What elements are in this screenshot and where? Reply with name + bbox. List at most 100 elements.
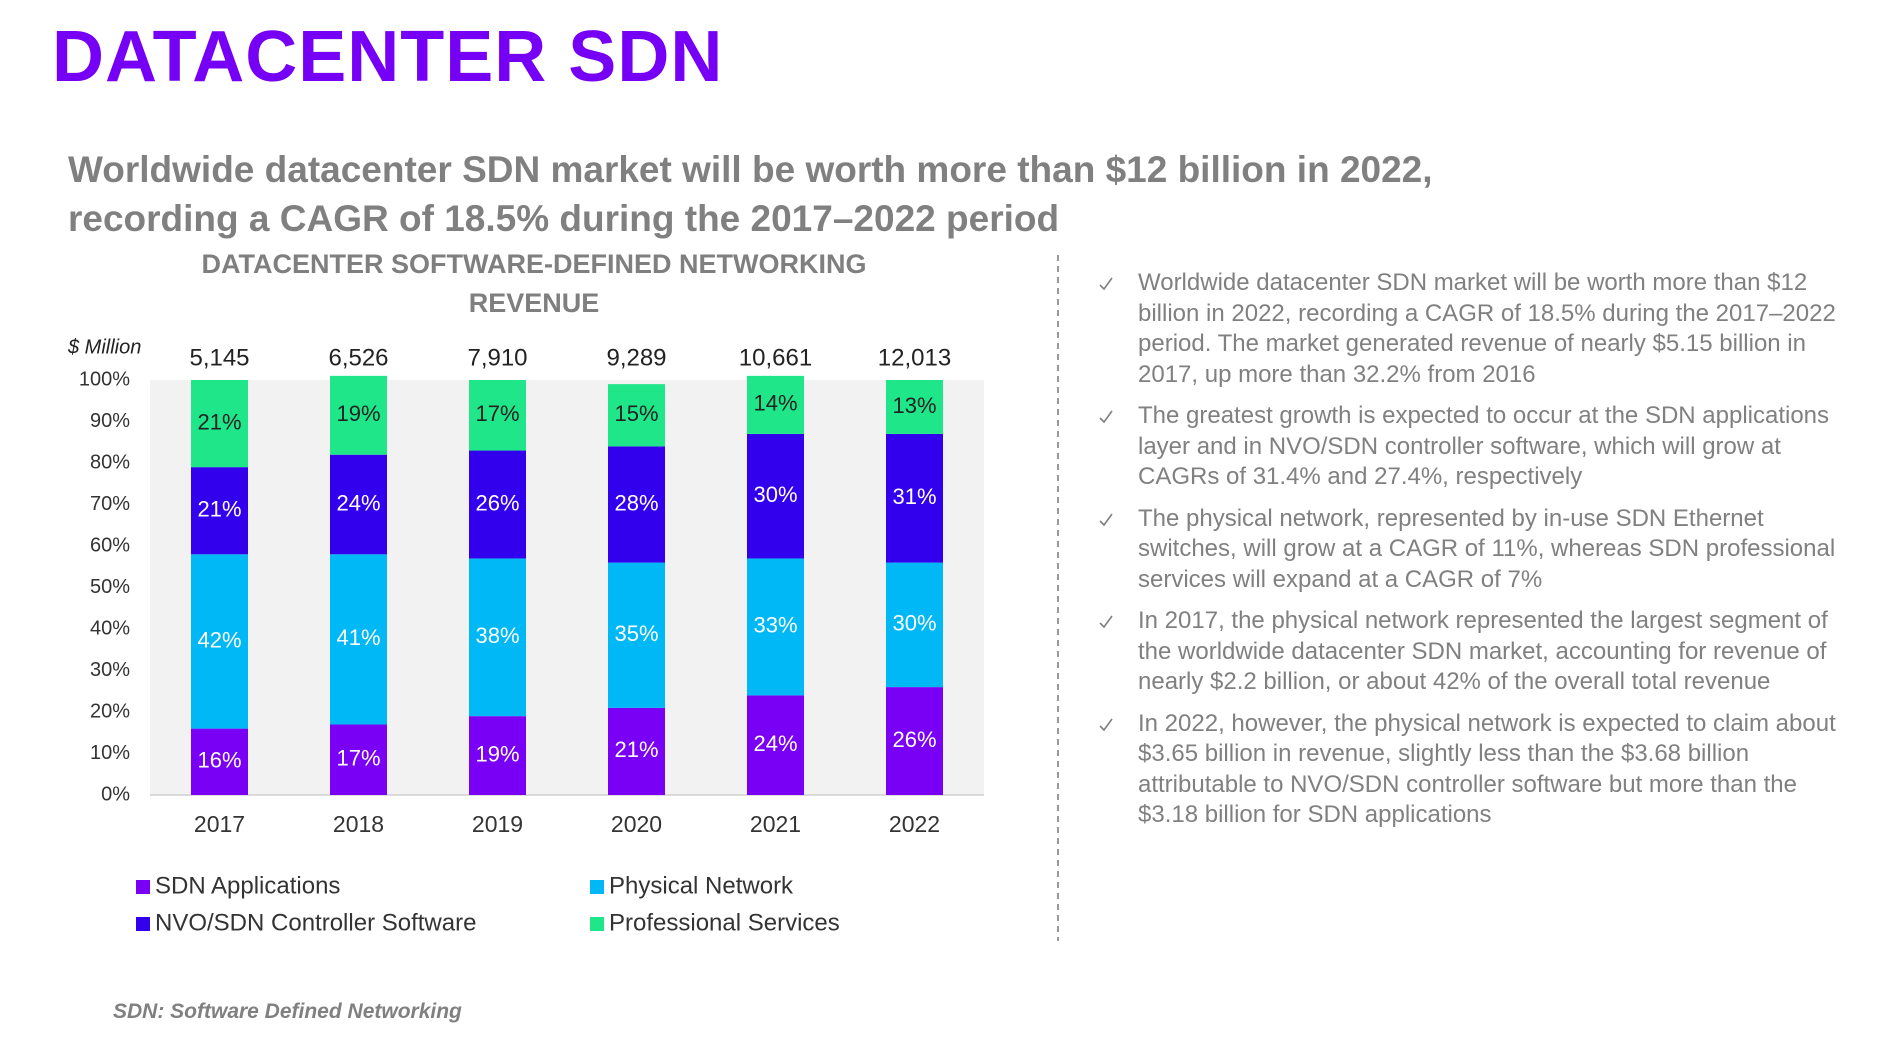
subtitle: Worldwide datacenter SDN market will be … xyxy=(68,145,1433,243)
bar-segment xyxy=(330,724,387,795)
bar-segment xyxy=(608,562,665,708)
check-icon xyxy=(1099,513,1113,526)
bar-segment xyxy=(747,695,804,795)
value-label: 26% xyxy=(475,490,519,515)
y-tick-label: 0% xyxy=(101,783,130,805)
bar-segment xyxy=(886,380,943,434)
value-label: 16% xyxy=(197,748,241,773)
y-tick-label: 30% xyxy=(90,659,130,681)
check-mark xyxy=(1099,410,1113,424)
y-tick-label: 100% xyxy=(79,368,130,390)
bar-segment xyxy=(330,454,387,555)
value-label: 33% xyxy=(753,613,797,638)
bullet-item: In 2022, however, the physical network i… xyxy=(1098,709,1858,831)
bar-segment xyxy=(330,554,387,725)
legend-swatch xyxy=(136,917,150,931)
value-label: 30% xyxy=(753,482,797,507)
check-mark xyxy=(1099,513,1113,526)
value-label: 19% xyxy=(475,741,519,766)
bar-segment xyxy=(469,558,526,717)
y-tick-label: 60% xyxy=(90,534,130,556)
x-tick-label: 2019 xyxy=(472,811,523,837)
value-label: 14% xyxy=(753,391,797,416)
unit-label: $ Million xyxy=(67,336,141,358)
bar-segment xyxy=(330,375,387,455)
x-tick-label: 2020 xyxy=(611,811,662,837)
value-label: 42% xyxy=(197,627,241,652)
bar-segment xyxy=(747,433,804,559)
bar-segment xyxy=(191,380,248,468)
bar-segment xyxy=(469,450,526,559)
value-label: 31% xyxy=(892,484,936,509)
x-tick-label: 2018 xyxy=(333,811,384,837)
bar-segment xyxy=(469,380,526,451)
legend-swatch xyxy=(590,917,604,931)
bar-segment xyxy=(747,558,804,696)
value-label: 17% xyxy=(336,746,380,771)
bullet-item: The physical network, represented by in-… xyxy=(1098,504,1858,596)
x-tick-label: 2021 xyxy=(750,811,801,837)
check-mark xyxy=(1099,615,1113,629)
chart-title: DATACENTER SOFTWARE-DEFINED NETWORKING xyxy=(202,249,867,279)
value-label: 24% xyxy=(753,731,797,756)
value-label: 38% xyxy=(475,623,519,648)
bar-segment xyxy=(191,554,248,729)
value-label: 17% xyxy=(475,401,519,426)
x-tick-label: 2017 xyxy=(194,811,245,837)
value-label: 41% xyxy=(336,625,380,650)
value-label: 35% xyxy=(614,621,658,646)
chart-title: REVENUE xyxy=(469,288,600,318)
value-label: 30% xyxy=(892,611,936,636)
check-mark xyxy=(1099,277,1113,291)
subtitle-line: recording a CAGR of 18.5% during the 201… xyxy=(68,198,1060,239)
total-label: 6,526 xyxy=(328,344,388,371)
bar-segment xyxy=(191,728,248,795)
value-label: 21% xyxy=(614,737,658,762)
legend-label: Professional Services xyxy=(609,909,840,936)
x-tick-label: 2022 xyxy=(889,811,940,837)
legend-swatch xyxy=(136,880,150,894)
check-mark xyxy=(1099,718,1113,731)
bullet-text: The greatest growth is expected to occur… xyxy=(1138,402,1830,490)
bullet-text: Worldwide datacenter SDN market will be … xyxy=(1138,269,1836,388)
page-title: DATACENTER SDN xyxy=(52,17,724,97)
y-tick-label: 70% xyxy=(90,493,130,515)
check-icon xyxy=(1099,615,1113,629)
y-tick-label: 20% xyxy=(90,700,130,722)
bullet-item: Worldwide datacenter SDN market will be … xyxy=(1098,268,1858,390)
y-tick-label: 80% xyxy=(90,451,130,473)
plot-area xyxy=(150,380,984,795)
bar-segment xyxy=(608,446,665,563)
bullet-text: In 2022, however, the physical network i… xyxy=(1138,709,1836,829)
bullet-text: The physical network, represented by in-… xyxy=(1138,504,1836,593)
y-tick-label: 10% xyxy=(90,742,130,764)
total-label: 10,661 xyxy=(739,344,812,371)
total-label: 7,910 xyxy=(467,344,527,371)
y-tick-label: 50% xyxy=(90,576,130,598)
bar-segment xyxy=(191,467,248,555)
subtitle-line: Worldwide datacenter SDN market will be … xyxy=(68,149,1433,190)
bar-segment xyxy=(886,433,943,563)
total-label: 9,289 xyxy=(606,344,666,371)
value-label: 21% xyxy=(197,497,241,522)
legend-label: SDN Applications xyxy=(155,872,340,899)
bar-segment xyxy=(608,384,665,447)
bullet-list: Worldwide datacenter SDN market will be … xyxy=(1098,268,1858,842)
value-label: 21% xyxy=(197,409,241,434)
bar-segment xyxy=(608,707,665,795)
y-tick-label: 40% xyxy=(90,617,130,639)
value-label: 15% xyxy=(614,401,658,426)
total-label: 12,013 xyxy=(878,344,951,371)
bullet-text: In 2017, the physical network represente… xyxy=(1138,607,1828,695)
check-icon xyxy=(1099,410,1113,424)
value-label: 24% xyxy=(336,490,380,515)
bar-segment xyxy=(469,716,526,795)
legend-label: Physical Network xyxy=(609,872,794,899)
bar-segment xyxy=(747,375,804,434)
footnote: SDN: Software Defined Networking xyxy=(113,1000,462,1023)
legend-swatch xyxy=(590,880,604,894)
total-label: 5,145 xyxy=(189,344,249,371)
legend-label: NVO/SDN Controller Software xyxy=(155,909,476,936)
check-icon xyxy=(1099,718,1113,731)
